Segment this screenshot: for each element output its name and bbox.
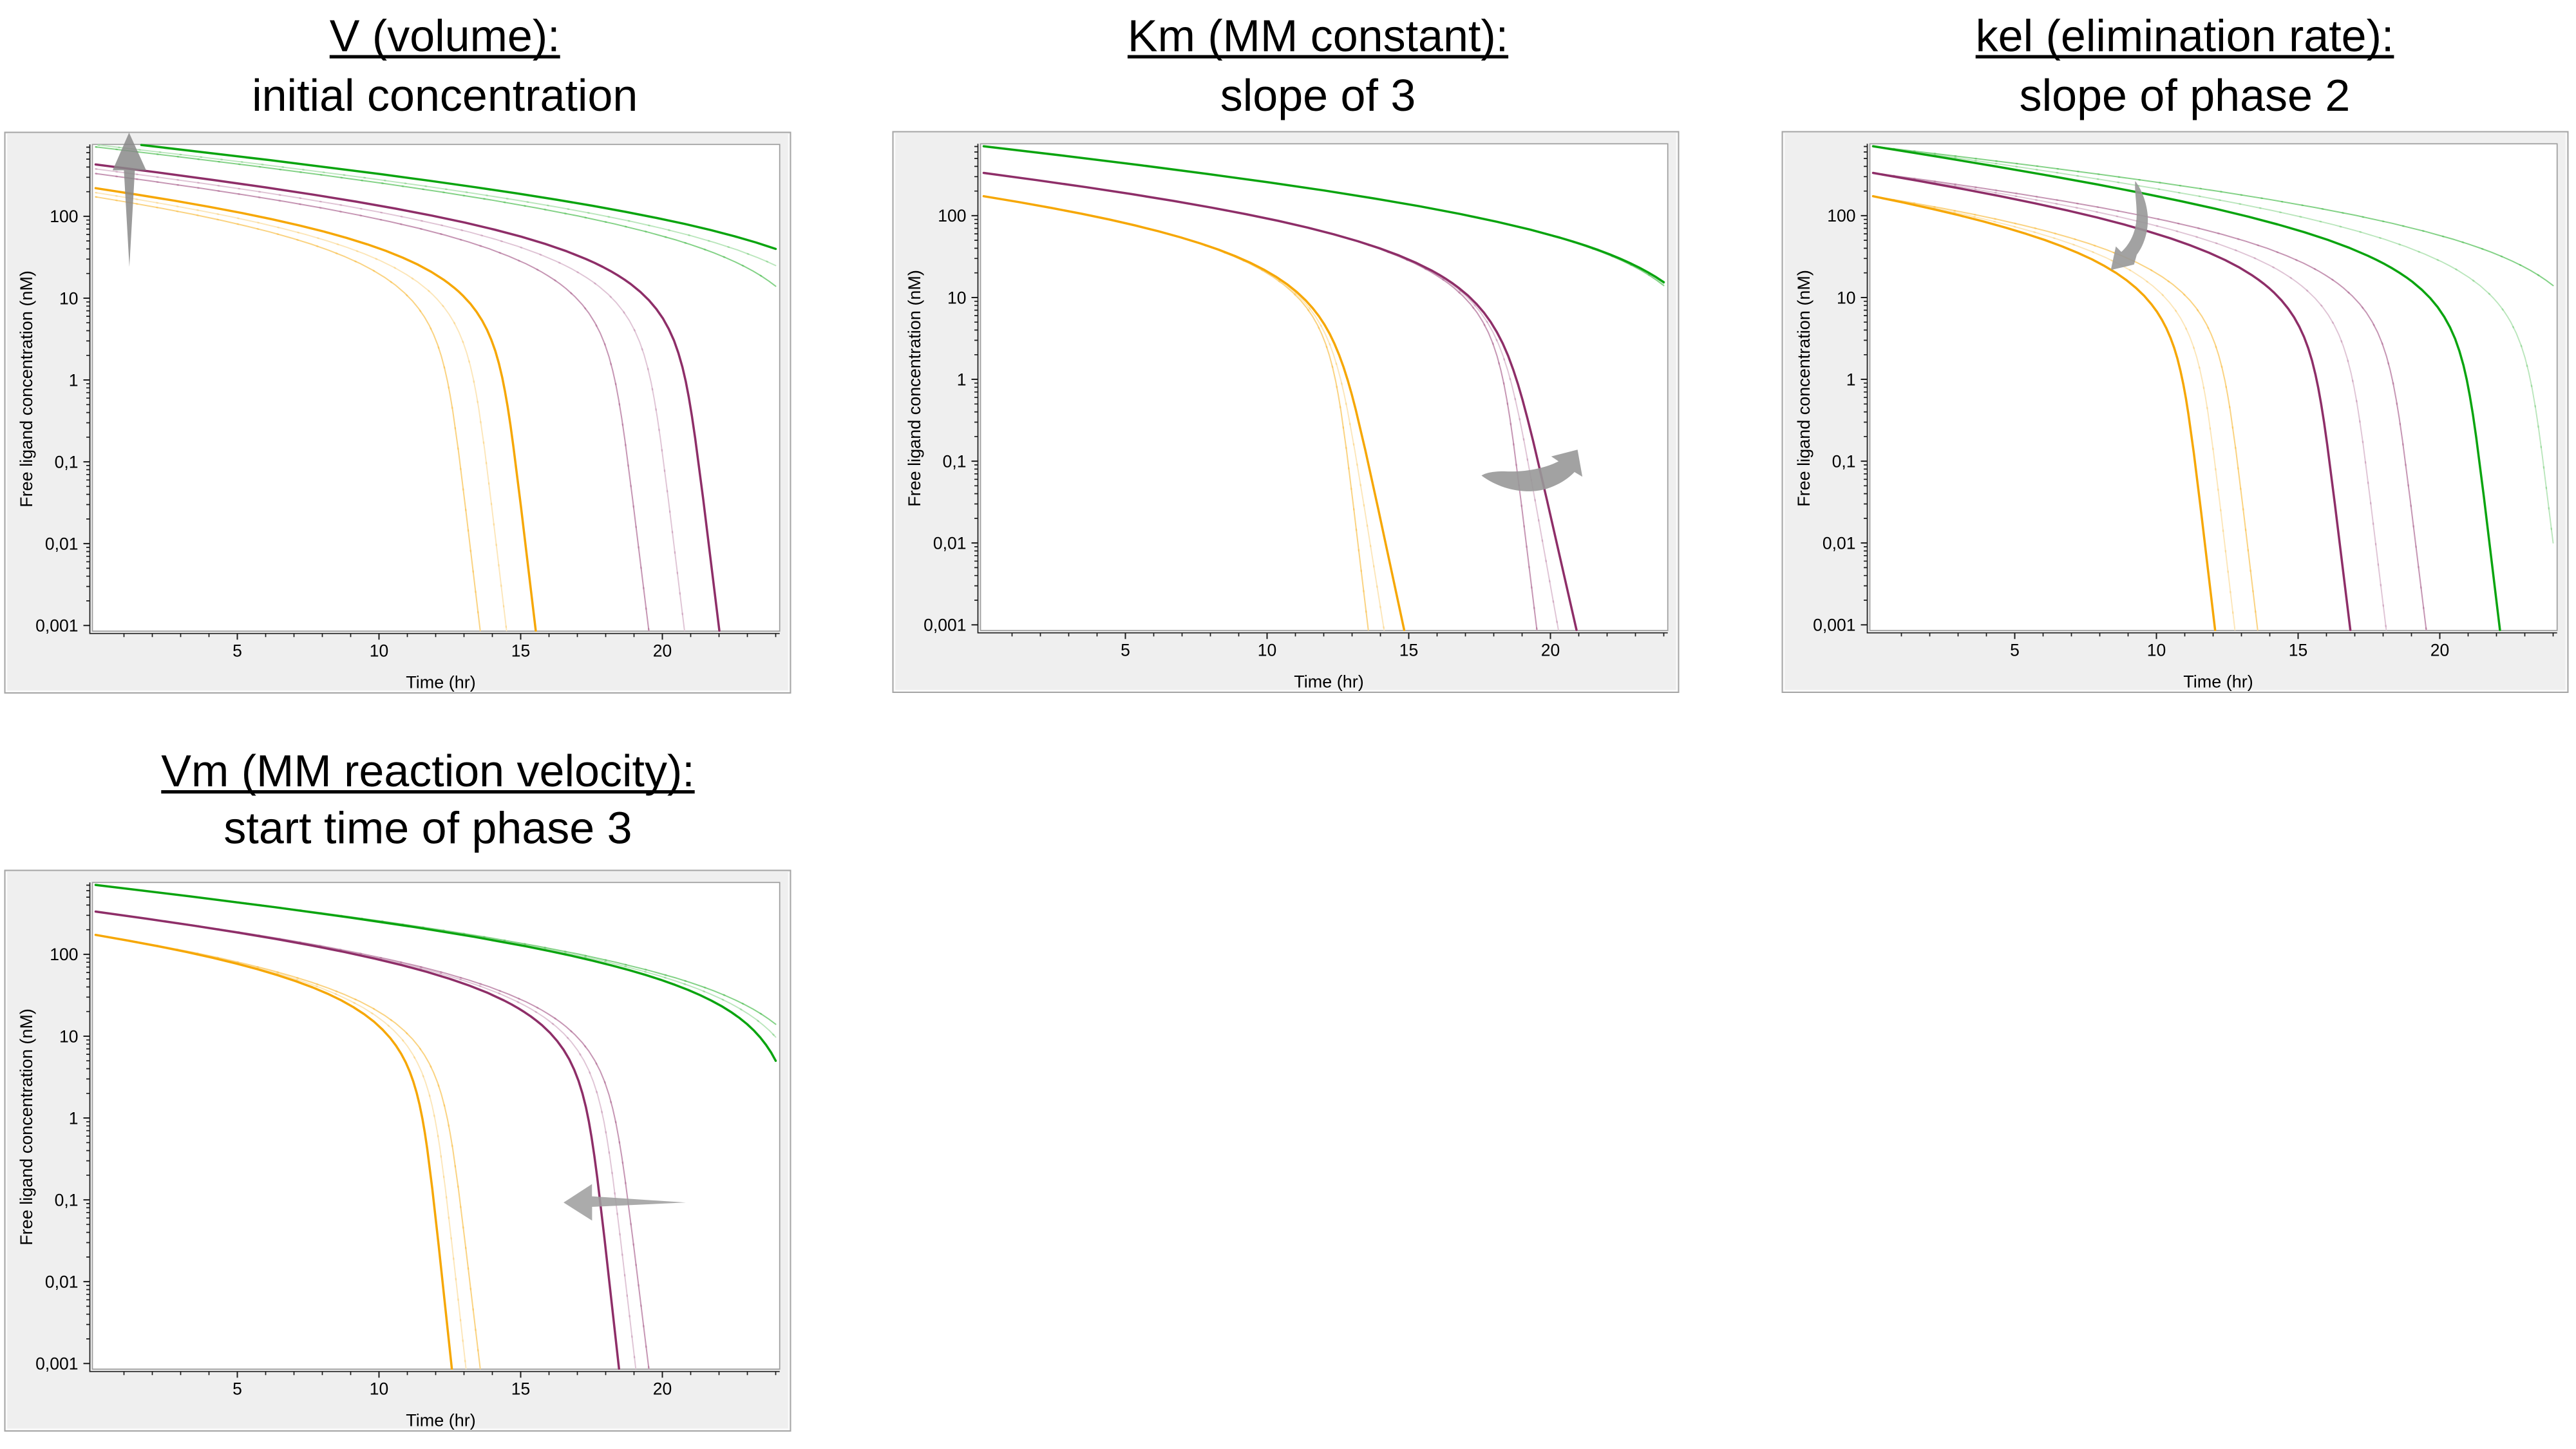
- svg-text:10: 10: [947, 288, 966, 307]
- svg-text:15: 15: [2289, 641, 2307, 660]
- svg-text:initial concentration: initial concentration: [252, 70, 638, 120]
- svg-text:20: 20: [653, 641, 672, 660]
- svg-text:0,1: 0,1: [1832, 451, 1856, 471]
- svg-text:15: 15: [511, 1379, 529, 1399]
- svg-text:0,01: 0,01: [1823, 533, 1856, 553]
- svg-text:Km (MM constant):: Km (MM constant):: [1128, 11, 1508, 61]
- svg-text:10: 10: [1837, 288, 1855, 307]
- svg-text:10: 10: [59, 1027, 78, 1046]
- svg-text:1: 1: [69, 370, 79, 390]
- svg-text:Free ligand concentration (nM): Free ligand concentration (nM): [17, 270, 36, 507]
- svg-text:10: 10: [1258, 641, 1276, 660]
- svg-text:Vm (MM reaction velocity):: Vm (MM reaction velocity):: [161, 746, 694, 796]
- svg-text:10: 10: [2147, 641, 2166, 660]
- svg-text:0,01: 0,01: [45, 1272, 79, 1291]
- svg-text:V (volume):: V (volume):: [330, 11, 560, 61]
- svg-text:15: 15: [1399, 641, 1418, 660]
- svg-text:0,001: 0,001: [35, 1354, 78, 1373]
- svg-text:5: 5: [2010, 641, 2020, 660]
- svg-text:1: 1: [68, 1108, 78, 1128]
- svg-text:0,1: 0,1: [54, 1190, 78, 1209]
- svg-text:10: 10: [369, 1379, 388, 1399]
- svg-text:0,001: 0,001: [923, 615, 966, 634]
- svg-text:0,1: 0,1: [943, 451, 967, 471]
- svg-text:100: 100: [50, 945, 78, 964]
- svg-text:0,001: 0,001: [35, 616, 78, 635]
- svg-text:Time (hr): Time (hr): [406, 672, 476, 692]
- svg-text:20: 20: [2430, 641, 2449, 660]
- svg-text:0,001: 0,001: [1813, 615, 1855, 634]
- svg-text:Time (hr): Time (hr): [406, 1411, 476, 1430]
- svg-text:slope of phase 2: slope of phase 2: [2020, 70, 2351, 120]
- svg-text:10: 10: [370, 641, 388, 660]
- svg-text:Time (hr): Time (hr): [1294, 672, 1364, 692]
- svg-text:5: 5: [1121, 641, 1130, 660]
- svg-text:start time of phase 3: start time of phase 3: [223, 803, 632, 853]
- svg-text:100: 100: [1827, 206, 1855, 225]
- svg-text:Time (hr): Time (hr): [2183, 672, 2253, 692]
- svg-text:Free ligand concentration (nM): Free ligand concentration (nM): [17, 1009, 36, 1245]
- svg-text:kel (elimination rate):: kel (elimination rate):: [1976, 11, 2394, 61]
- svg-text:Free ligand concentration (nM): Free ligand concentration (nM): [905, 270, 924, 507]
- svg-text:15: 15: [511, 641, 530, 660]
- svg-text:20: 20: [1541, 641, 1560, 660]
- svg-text:0,1: 0,1: [55, 452, 79, 471]
- svg-text:5: 5: [232, 1379, 242, 1399]
- svg-text:10: 10: [59, 289, 78, 308]
- svg-text:20: 20: [652, 1379, 671, 1399]
- svg-text:5: 5: [232, 641, 242, 660]
- svg-text:slope of 3: slope of 3: [1220, 70, 1416, 120]
- svg-text:Free ligand concentration (nM): Free ligand concentration (nM): [1794, 270, 1814, 507]
- svg-text:100: 100: [938, 206, 966, 225]
- svg-text:1: 1: [1846, 370, 1856, 389]
- svg-text:0,01: 0,01: [45, 534, 79, 553]
- svg-text:0,01: 0,01: [933, 533, 967, 553]
- svg-text:100: 100: [50, 207, 78, 226]
- svg-text:1: 1: [957, 370, 967, 389]
